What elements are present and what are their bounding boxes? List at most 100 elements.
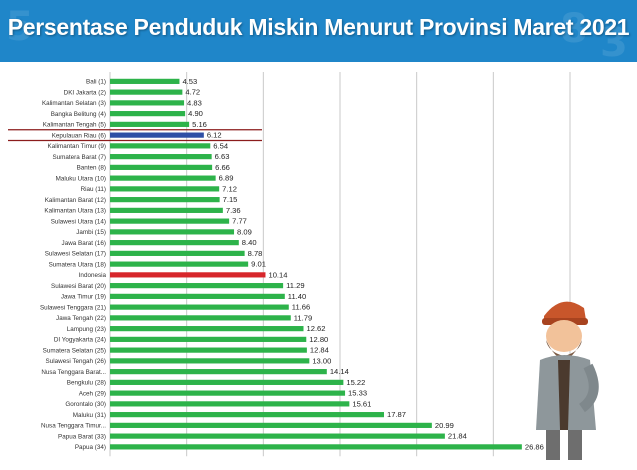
value-label: 12.62 <box>307 324 326 333</box>
category-label: Jambi (15) <box>76 229 106 236</box>
face-icon <box>546 320 582 352</box>
header-banner: 5 8 3 Persentase Penduduk Miskin Menurut… <box>0 0 637 62</box>
bar <box>110 401 350 407</box>
value-label: 13.00 <box>312 356 331 365</box>
category-label: Maluku Utara (10) <box>56 175 106 182</box>
value-label: 7.36 <box>226 206 241 215</box>
bar <box>110 121 190 127</box>
category-label: Kalimantan Tengah (5) <box>43 122 106 129</box>
category-label: Indonesia <box>79 272 107 279</box>
bar <box>110 261 249 267</box>
value-label: 4.72 <box>185 88 200 97</box>
bar <box>110 369 327 375</box>
value-label: 6.66 <box>215 163 230 172</box>
bar <box>110 100 185 106</box>
value-label: 12.84 <box>310 346 329 355</box>
category-label: Kalimantan Selatan (3) <box>42 100 106 107</box>
value-label: 14.14 <box>330 367 349 376</box>
bar <box>110 347 307 353</box>
decorative-number-icon: 3 <box>600 20 628 62</box>
header-divider <box>0 62 637 68</box>
value-label: 11.40 <box>288 292 306 301</box>
category-label: Bali (1) <box>86 79 106 86</box>
value-label: 6.12 <box>207 131 222 140</box>
category-label: Sulawesi Utara (14) <box>51 218 106 225</box>
bar <box>110 186 220 192</box>
decorative-number-icon: 5 <box>6 4 34 50</box>
bar <box>110 218 230 224</box>
value-label: 15.33 <box>348 389 367 398</box>
category-label: Lampung (23) <box>67 326 106 333</box>
value-label: 5.16 <box>192 120 207 129</box>
bar <box>110 283 284 289</box>
value-label: 4.83 <box>187 98 202 107</box>
value-label: 15.22 <box>346 378 365 387</box>
bar <box>110 444 522 450</box>
bar <box>110 164 213 170</box>
category-label: Papua (34) <box>75 444 106 451</box>
value-label: 8.78 <box>248 249 263 258</box>
category-label: Jawa Timur (19) <box>61 294 106 301</box>
value-label: 15.61 <box>352 399 371 408</box>
value-label: 12.80 <box>309 335 328 344</box>
value-label: 11.79 <box>294 313 312 322</box>
bar <box>110 143 211 149</box>
value-label: 17.87 <box>387 410 406 419</box>
bar <box>110 89 183 95</box>
category-label: Sulawesi Tenggara (21) <box>40 304 106 311</box>
poverty-bar-chart: Bali (1) 4.53 DKI Jakarta (2) 4.72 Kalimanta… <box>8 72 571 457</box>
category-label: Nusa Tenggara Timur... <box>41 423 106 430</box>
bar <box>110 336 307 342</box>
value-label: 7.12 <box>222 184 237 193</box>
category-label: Sumatera Utara (18) <box>49 261 106 268</box>
left-leg-icon <box>546 430 560 460</box>
category-label: Sulawesi Barat (20) <box>51 283 106 290</box>
category-label: Jawa Tengah (22) <box>56 315 106 322</box>
bar <box>110 422 432 428</box>
bar <box>110 390 346 396</box>
value-label: 10.14 <box>268 270 287 279</box>
beard-icon <box>546 340 582 359</box>
arm-icon <box>578 363 599 413</box>
value-label: 20.99 <box>435 421 454 430</box>
category-label: Kalimantan Utara (13) <box>44 208 106 215</box>
bar <box>110 304 289 310</box>
shirt-icon <box>558 360 570 430</box>
category-label: Maluku (31) <box>73 412 106 419</box>
decorative-number-icon: 8 <box>560 6 588 52</box>
category-label: Jawa Barat (16) <box>62 240 106 247</box>
bar <box>110 111 186 117</box>
value-label: 8.40 <box>242 238 257 247</box>
category-label: Papua Barat (33) <box>58 433 106 440</box>
value-label: 7.77 <box>232 217 247 226</box>
bar <box>110 272 266 278</box>
bar <box>110 197 220 203</box>
value-label: 8.09 <box>237 227 252 236</box>
right-leg-icon <box>568 430 582 460</box>
bar <box>110 412 385 418</box>
value-label: 11.66 <box>292 303 310 312</box>
poor-person-illustration-icon <box>536 301 599 460</box>
bar <box>110 315 291 321</box>
value-label: 4.53 <box>182 77 197 86</box>
value-label: 7.15 <box>223 195 238 204</box>
bar <box>110 358 310 364</box>
beanie-icon <box>544 301 586 322</box>
bar <box>110 154 212 160</box>
page-title: Persentase Penduduk Miskin Menurut Provi… <box>7 14 630 40</box>
category-label: Sumatera Selatan (25) <box>43 347 106 354</box>
category-label: DKI Jakarta (2) <box>64 89 106 96</box>
bar <box>110 78 180 84</box>
value-label: 21.84 <box>448 432 467 441</box>
bar <box>110 229 235 235</box>
bar <box>110 293 285 299</box>
bar <box>110 326 304 332</box>
category-label: Kalimantan Barat (12) <box>45 197 106 204</box>
category-label: Bangka Belitung (4) <box>51 111 106 118</box>
category-label: Banten (8) <box>77 165 106 172</box>
category-label: Bengkulu (28) <box>67 380 106 387</box>
category-label: Sulawesi Tengah (26) <box>46 358 106 365</box>
value-label: 6.89 <box>219 174 234 183</box>
value-label: 11.29 <box>286 281 304 290</box>
bar <box>110 132 204 138</box>
